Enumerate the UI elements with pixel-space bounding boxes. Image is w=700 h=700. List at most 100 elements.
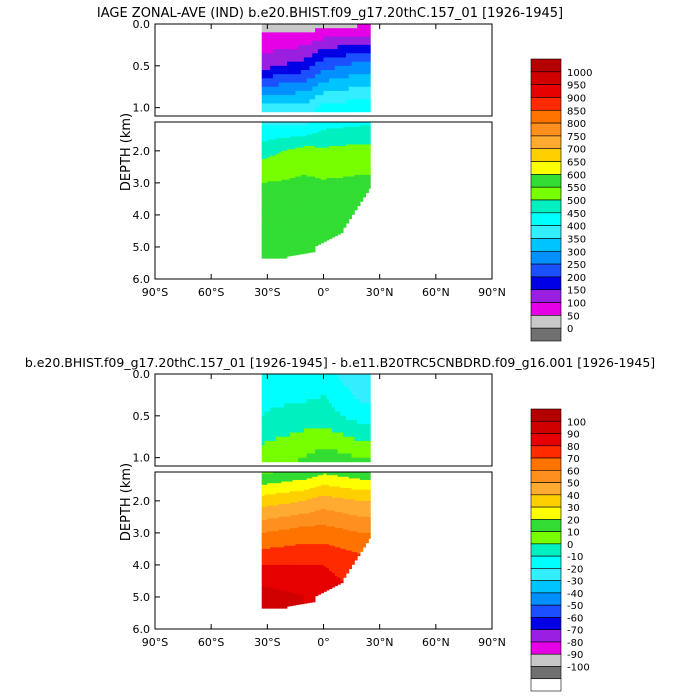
heatmap-cell <box>362 134 367 137</box>
heatmap-cell <box>289 70 294 75</box>
heatmap-cell <box>284 174 288 177</box>
heatmap-cell <box>326 173 330 176</box>
heatmap-cell <box>278 227 282 230</box>
heatmap-cell <box>343 205 347 208</box>
heatmap-cell <box>261 208 265 211</box>
heatmap-cell <box>326 168 330 171</box>
heatmap-cell <box>331 128 336 131</box>
heatmap-cell <box>281 224 285 227</box>
heatmap-cell <box>264 131 268 134</box>
heatmap-cell <box>289 186 294 189</box>
heatmap-cell <box>340 36 344 42</box>
heatmap-cell <box>261 197 265 200</box>
heatmap-cell <box>275 580 279 583</box>
heatmap-cell <box>312 248 316 251</box>
heatmap-cell <box>275 28 279 33</box>
heatmap-cell <box>264 187 268 190</box>
heatmap-cell <box>331 190 336 193</box>
heatmap-cell <box>312 216 316 219</box>
heatmap-cell <box>365 138 369 141</box>
colorbar-label: 600 <box>567 170 586 181</box>
heatmap-cell <box>261 520 265 523</box>
heatmap-cell <box>340 198 344 201</box>
heatmap-cell <box>284 489 288 492</box>
heatmap-cell <box>306 224 310 227</box>
heatmap-cell <box>315 139 319 142</box>
heatmap-cell <box>281 473 285 476</box>
heatmap-cell <box>264 126 268 129</box>
heatmap-cell <box>289 529 294 532</box>
heatmap-cell <box>275 480 279 483</box>
heatmap-cell <box>345 200 350 203</box>
heatmap-cell <box>337 65 341 71</box>
heatmap-cell <box>295 194 299 197</box>
heatmap-cell <box>337 227 341 230</box>
heatmap-cell <box>270 206 274 209</box>
heatmap-cell <box>278 168 282 171</box>
heatmap-cell <box>261 484 265 487</box>
heatmap-cell <box>275 550 279 553</box>
heatmap-cell <box>323 165 327 168</box>
heatmap-cell <box>323 195 327 198</box>
heatmap-cell <box>278 569 282 572</box>
heatmap-cell <box>264 203 268 206</box>
heatmap-cell <box>284 144 288 147</box>
heatmap-cell <box>284 558 288 561</box>
heatmap-cell <box>278 181 282 184</box>
heatmap-cell <box>306 32 310 37</box>
heatmap-cell <box>284 378 288 383</box>
heatmap-cell <box>272 208 277 211</box>
heatmap-cell <box>286 598 291 601</box>
heatmap-cell <box>278 453 282 459</box>
heatmap-cell <box>323 53 327 58</box>
heatmap-cell <box>320 139 324 142</box>
heatmap-cell <box>317 162 322 165</box>
heatmap-cell <box>270 246 274 249</box>
heatmap-cell <box>331 82 336 88</box>
heatmap-cell <box>345 136 350 139</box>
heatmap-cell <box>301 36 305 42</box>
heatmap-cell <box>267 171 271 174</box>
heatmap-cell <box>301 242 305 245</box>
heatmap-cell <box>334 155 338 158</box>
heatmap-cell <box>267 440 271 446</box>
heatmap-cell <box>323 168 327 171</box>
heatmap-cell <box>289 590 294 593</box>
heatmap-cell <box>312 197 316 200</box>
heatmap-cell <box>303 248 308 251</box>
heatmap-cell <box>298 210 302 213</box>
heatmap-cell <box>281 508 285 511</box>
heatmap-cell <box>284 194 288 197</box>
heatmap-cell <box>320 216 324 219</box>
heatmap-cell <box>278 592 282 595</box>
heatmap-cell <box>362 74 367 79</box>
heatmap-cell <box>303 216 308 219</box>
heatmap-cell <box>315 78 319 83</box>
heatmap-cell <box>323 95 327 100</box>
heatmap-cell <box>272 99 277 104</box>
colorbar-swatch <box>530 315 562 329</box>
heatmap-cell <box>329 149 333 152</box>
heatmap-cell <box>261 65 265 71</box>
heatmap-cell <box>317 171 322 174</box>
heatmap-cell <box>281 155 285 158</box>
heatmap-cell <box>306 211 310 214</box>
heatmap-cell <box>348 200 352 203</box>
heatmap-cell <box>272 500 277 503</box>
heatmap-cell <box>360 160 364 163</box>
heatmap-cell <box>320 170 324 173</box>
heatmap-cell <box>284 251 288 254</box>
heatmap-cell <box>261 483 265 486</box>
heatmap-cell <box>292 74 296 79</box>
heatmap-cell <box>312 138 316 141</box>
heatmap-cell <box>337 221 341 224</box>
heatmap-cell <box>272 569 277 572</box>
heatmap-cell <box>267 234 271 237</box>
heatmap-cell <box>289 585 294 588</box>
heatmap-cell <box>337 192 341 195</box>
heatmap-cell <box>329 187 333 190</box>
heatmap-cell <box>317 160 322 163</box>
heatmap-cell <box>289 123 294 126</box>
heatmap-cell <box>309 141 313 144</box>
heatmap-cell <box>261 224 265 227</box>
